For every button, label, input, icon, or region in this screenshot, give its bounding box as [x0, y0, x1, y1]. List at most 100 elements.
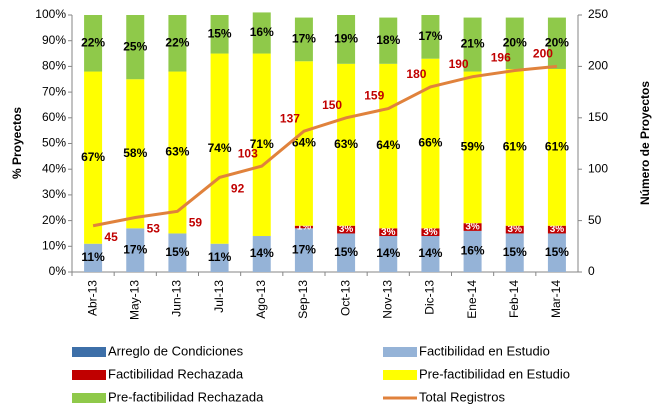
data-label: 63% — [334, 137, 358, 151]
bar-segment — [126, 79, 145, 229]
y2-tick-label: 200 — [588, 59, 608, 73]
bar-segment — [421, 228, 440, 237]
y-tick-label: 100% — [35, 7, 66, 21]
bar-segment — [547, 68, 566, 226]
data-label: 15% — [208, 26, 232, 40]
legend-swatch — [383, 347, 417, 357]
data-label: 22% — [165, 35, 189, 49]
bar-segment — [337, 233, 356, 272]
y-tick-label: 70% — [42, 84, 66, 98]
data-label: 20% — [545, 35, 569, 49]
bar-segment — [463, 230, 482, 272]
x-tick-label: Dic-13 — [423, 280, 437, 315]
line-label: 59 — [189, 216, 203, 230]
y2-tick-label: 100 — [588, 161, 608, 175]
bar-segment — [547, 225, 566, 234]
bar-segment — [337, 63, 356, 226]
x-tick-label: May-13 — [127, 280, 141, 320]
line-label: 196 — [491, 51, 511, 65]
bar-segment — [505, 17, 524, 69]
data-label: 18% — [376, 33, 400, 47]
data-label: 58% — [123, 146, 147, 160]
bar-segment — [252, 53, 271, 237]
data-label: 74% — [208, 141, 232, 155]
bar-segment — [210, 15, 229, 54]
data-label: 15% — [165, 245, 189, 259]
y-tick-label: 90% — [42, 33, 66, 47]
bar-segment — [379, 228, 398, 237]
y-tick-label: 10% — [42, 238, 66, 252]
bar-segment — [547, 233, 566, 272]
data-label: 59% — [461, 140, 485, 154]
data-label: 64% — [376, 138, 400, 152]
data-label: 71% — [250, 137, 274, 151]
bar-segment — [210, 53, 229, 244]
bar-segment — [294, 17, 313, 62]
bar-segment — [168, 233, 187, 272]
data-label: 1% — [297, 222, 312, 233]
bar-segment — [252, 236, 271, 272]
x-tick-label: Ene-14 — [465, 280, 479, 319]
legend-label: Pre-factibilidad Rechazada — [108, 389, 264, 404]
data-label: 66% — [418, 136, 442, 150]
bar-segment — [463, 223, 482, 231]
data-label: 21% — [461, 37, 485, 51]
y-tick-label: 60% — [42, 110, 66, 124]
data-label: 17% — [292, 242, 316, 256]
legend-swatch — [383, 370, 417, 380]
line-label: 137 — [280, 111, 300, 125]
bar-segment — [84, 71, 103, 244]
bar-segment — [168, 71, 187, 234]
data-label: 15% — [545, 245, 569, 259]
bar-segment — [505, 225, 524, 234]
y-tick-label: 40% — [42, 161, 66, 175]
legend-label: Pre-factibilidad en Estudio — [419, 366, 570, 381]
data-label: 3% — [339, 224, 354, 235]
y2-tick-label: 150 — [588, 110, 608, 124]
data-label: 15% — [503, 245, 527, 259]
bar-segment — [126, 15, 145, 80]
y-tick-label: 20% — [42, 213, 66, 227]
y-tick-label: 50% — [42, 136, 66, 150]
data-label: 19% — [334, 32, 358, 46]
line — [92, 64, 558, 228]
data-label: 17% — [418, 29, 442, 43]
data-label: 64% — [292, 136, 316, 150]
bar-segment — [126, 228, 145, 272]
line-label: 200 — [533, 47, 553, 61]
data-label: 11% — [81, 250, 105, 264]
data-label: 15% — [334, 245, 358, 259]
data-label: 22% — [81, 35, 105, 49]
bar-segment — [337, 15, 356, 64]
bar-segment — [463, 17, 482, 72]
line-label: 190 — [449, 57, 469, 71]
bar-segment — [505, 233, 524, 272]
legend-label: Total Registros — [419, 389, 505, 404]
y-tick-label: 30% — [42, 187, 66, 201]
x-tick-label: Feb-14 — [507, 280, 521, 318]
y2-tick-label: 0 — [588, 264, 595, 278]
bar-segment — [84, 243, 103, 272]
bar-segment — [294, 228, 313, 272]
data-label: 63% — [165, 145, 189, 159]
bar-segment — [463, 71, 482, 224]
bar-segment — [337, 225, 356, 234]
x-tick-label: Jun-13 — [170, 280, 184, 317]
bar-segment — [547, 17, 566, 69]
x-tick-label: Abr-13 — [85, 280, 99, 316]
bar-segment — [421, 58, 440, 229]
x-tick-label: Nov-13 — [380, 280, 394, 319]
legend-label: Factibilidad en Estudio — [419, 343, 550, 358]
y2-axis-title: Número de Proyectos — [638, 81, 652, 205]
data-label: 14% — [418, 246, 442, 260]
line-label: 103 — [238, 146, 258, 160]
line-label: 180 — [406, 67, 426, 81]
y-tick-label: 0% — [49, 264, 67, 278]
data-label: 3% — [550, 224, 565, 235]
x-tick-label: Sep-13 — [296, 280, 310, 319]
data-label: 20% — [503, 35, 527, 49]
legend-label: Factibilidad Rechazada — [108, 366, 244, 381]
data-label: 3% — [423, 227, 438, 238]
legend-swatch — [72, 393, 106, 403]
